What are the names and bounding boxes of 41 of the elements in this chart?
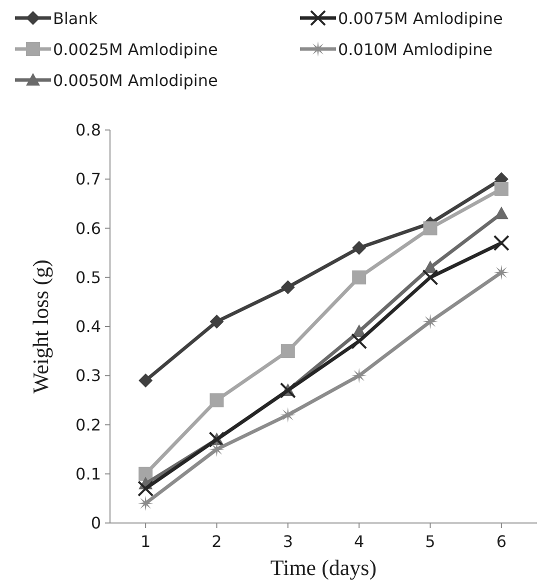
legend-label: 0.0075M Amlodipine [338, 9, 503, 28]
y-axis-title: Weight loss (g) [28, 260, 53, 394]
point [493, 234, 510, 251]
y-tick-label: 0.8 [76, 120, 101, 140]
x-tick-label: 6 [496, 532, 507, 551]
legend-label: 0.010M Amlodipine [338, 40, 493, 59]
y-tick-label: 0.1 [76, 464, 101, 484]
point [352, 270, 366, 284]
x-tick-label: 2 [212, 532, 222, 551]
point [280, 407, 296, 423]
point [210, 393, 224, 408]
point [138, 496, 154, 512]
y-tick-label: 0.4 [76, 317, 101, 336]
point [352, 240, 366, 255]
point [494, 264, 510, 280]
x-tick-label: 4 [354, 532, 364, 551]
legend-label: 0.0025M Amlodipine [53, 40, 218, 59]
point [422, 314, 438, 330]
point [280, 280, 295, 294]
y-tick-label: 0 [90, 514, 101, 533]
y-tick-label: 0.3 [76, 366, 101, 386]
x-tick-label: 1 [140, 532, 151, 551]
point [494, 182, 508, 196]
y-tick-label: 0.6 [76, 218, 101, 238]
legend-label: 0.0050M Amlodipine [53, 71, 218, 90]
point [210, 314, 224, 329]
x-tick-label: 5 [425, 532, 436, 551]
point [423, 221, 438, 236]
point [138, 374, 153, 388]
point [422, 269, 438, 286]
y-tick-label: 0.2 [76, 415, 101, 434]
y-tick-label: 0.7 [76, 170, 101, 189]
legend-label: Blank [53, 9, 98, 28]
y-tick-label: 0.5 [76, 268, 101, 287]
point [138, 480, 154, 497]
x-axis-title: Time (days) [270, 555, 377, 580]
point [351, 368, 367, 384]
x-tick-label: 3 [282, 532, 294, 551]
point [280, 344, 295, 358]
point [351, 333, 368, 350]
point [209, 442, 224, 458]
